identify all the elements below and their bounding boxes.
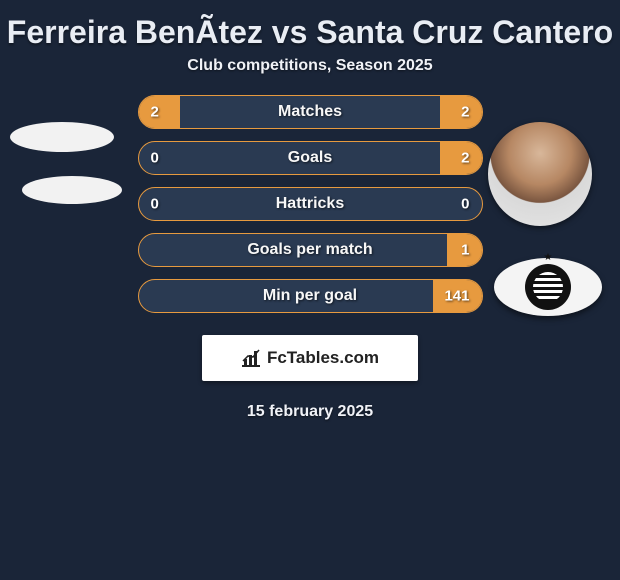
stat-label: Hattricks [139, 195, 482, 213]
subtitle: Club competitions, Season 2025 [0, 57, 620, 95]
stat-row: 0 0 Hattricks [138, 187, 483, 221]
stat-row: 0 2 Goals [138, 141, 483, 175]
date-label: 15 february 2025 [0, 403, 620, 421]
stat-row: 1 Goals per match [138, 233, 483, 267]
player2-photo [488, 122, 592, 226]
source-label: FcTables.com [267, 348, 379, 368]
source-card[interactable]: FcTables.com [202, 335, 418, 381]
stat-label: Min per goal [139, 287, 482, 305]
page-title: Ferreira BenÃ­tez vs Santa Cruz Cantero [0, 0, 620, 57]
player2-club-badge: ★ [494, 258, 602, 316]
badge-star-icon: ★ [544, 252, 553, 263]
stat-row: 2 2 Matches [138, 95, 483, 129]
player1-club-placeholder [22, 176, 122, 204]
stat-row: 141 Min per goal [138, 279, 483, 313]
stat-label: Goals per match [139, 241, 482, 259]
badge-inner-icon [525, 264, 571, 310]
stat-label: Matches [139, 103, 482, 121]
stats-container: 2 2 Matches 0 2 Goals 0 0 Hattricks 1 Go… [138, 95, 483, 313]
player1-photo-placeholder [10, 122, 114, 152]
chart-icon [241, 349, 261, 367]
stat-label: Goals [139, 149, 482, 167]
